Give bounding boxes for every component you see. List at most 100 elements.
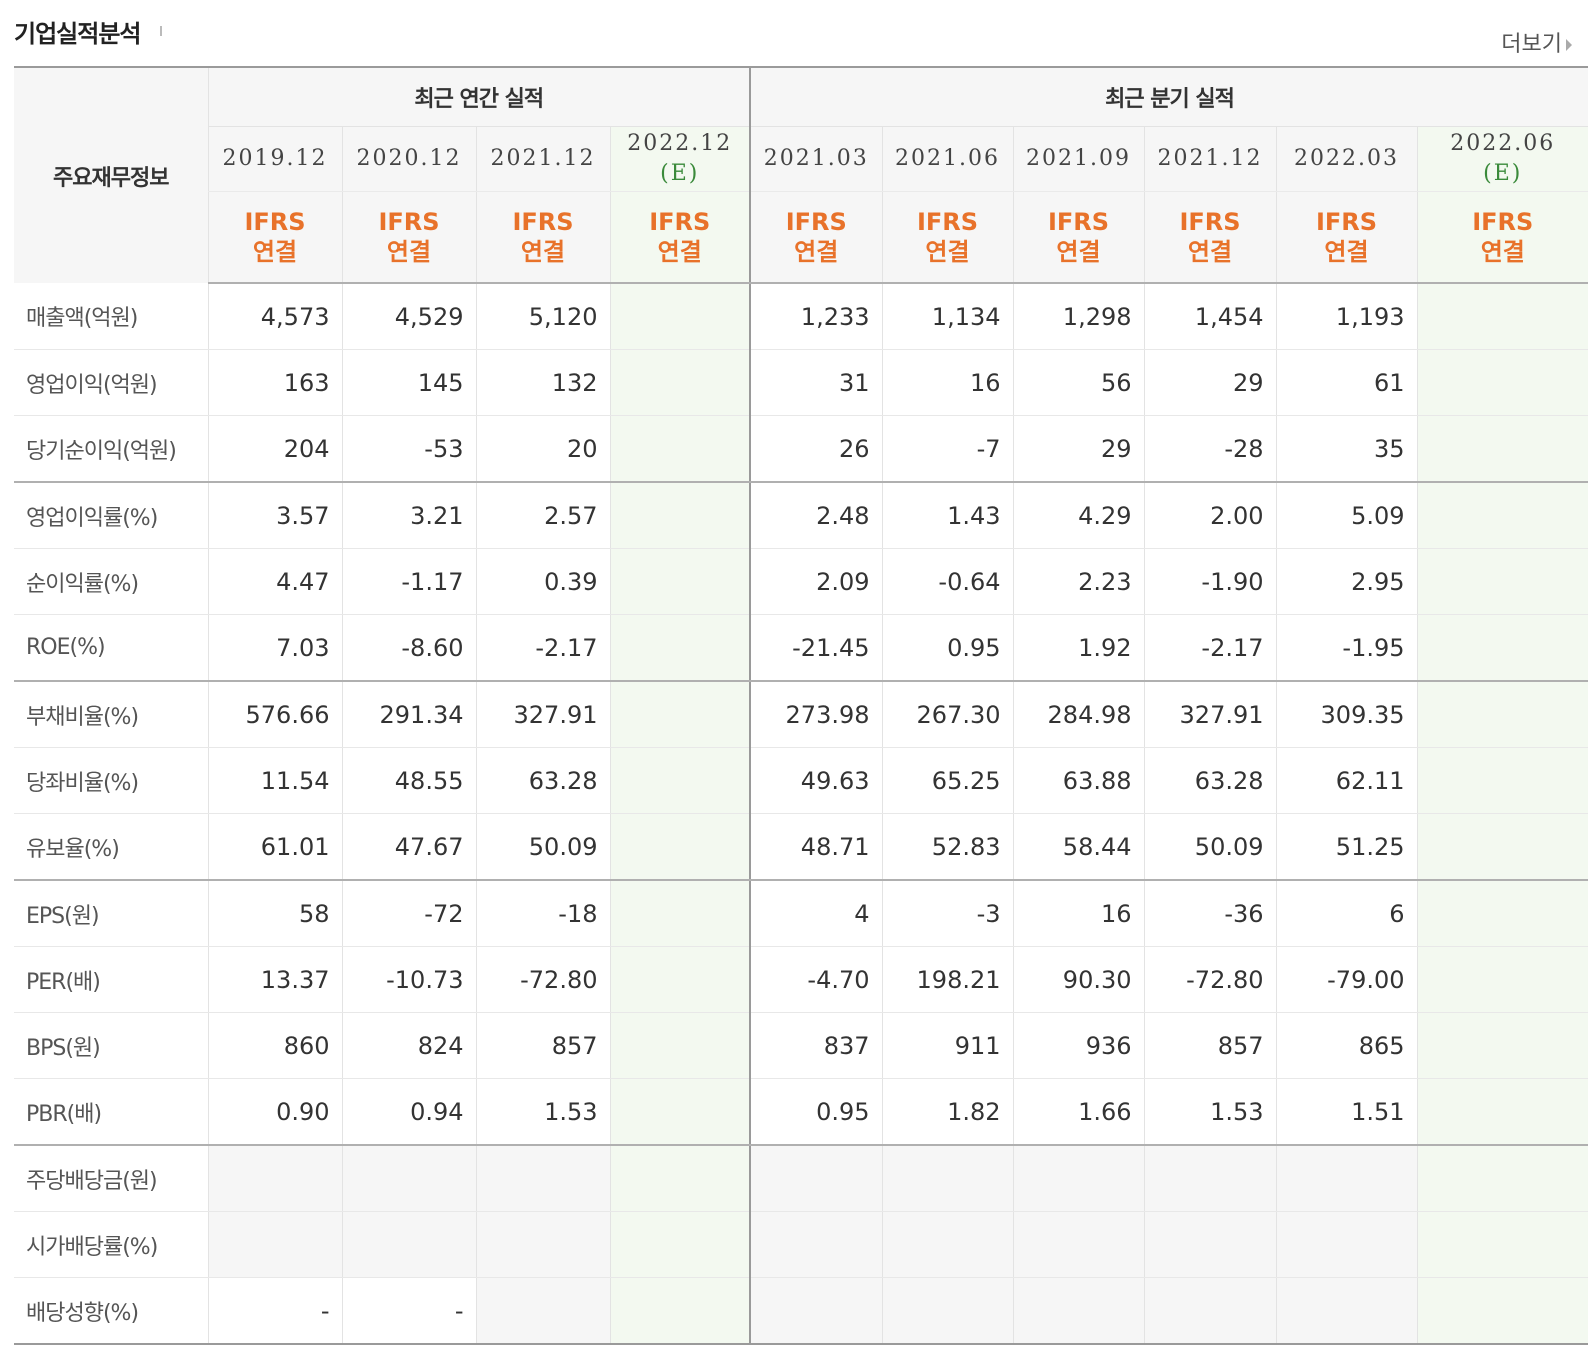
period-label: 2022.12 (627, 131, 733, 156)
table-cell: 48.55 (341, 747, 476, 814)
table-cell: 267.30 (881, 681, 1014, 748)
table-cell: 1.66 (1012, 1078, 1145, 1146)
table-cell (1143, 1145, 1277, 1212)
basis-header: IFRS 연결 (1012, 191, 1145, 284)
table-cell: 0.94 (341, 1078, 476, 1146)
table-cell (1275, 1277, 1418, 1345)
period-header: 2020.12 (341, 126, 476, 192)
period-label: 2020.12 (356, 146, 462, 171)
row-label: 유보율(%) (14, 813, 208, 881)
table-cell (881, 1277, 1014, 1345)
table-row: 당기순이익(억원) 204 -53 20 26 -7 29 -28 35 (14, 415, 1589, 483)
basis-standard: IFRS (512, 208, 574, 236)
basis-standard: IFRS (1315, 208, 1378, 236)
table-row: BPS(원) 860 824 857 837 911 936 857 865 (14, 1012, 1589, 1079)
table-cell (609, 747, 751, 814)
table-cell: 50.09 (475, 813, 610, 881)
period-label: 2021.09 (1026, 146, 1131, 171)
table-cell: 16 (1012, 880, 1145, 947)
table-cell (1416, 880, 1589, 947)
table-cell: 4,573 (207, 283, 342, 350)
table-cell: 1.51 (1275, 1078, 1418, 1146)
table-row: PER(배) 13.37 -10.73 -72.80 -4.70 198.21 90.30-… (14, 946, 1589, 1013)
table-row: 당좌비율(%) 11.54 48.55 63.28 49.63 65.25 63.88 63.… (14, 747, 1589, 814)
table-cell: 0.39 (475, 548, 610, 615)
table-cell: 29 (1143, 349, 1277, 416)
period-label: 2021.12 (490, 146, 596, 171)
basis-type: 연결 (1480, 238, 1525, 266)
table-cell: 26 (749, 415, 883, 483)
table-cell: 6 (1275, 880, 1418, 947)
table-cell (749, 1277, 883, 1345)
table-cell (609, 1277, 751, 1345)
table-cell (207, 1145, 342, 1212)
table-cell (1416, 1078, 1589, 1146)
table-cell (1012, 1211, 1145, 1278)
table-cell: 47.67 (341, 813, 476, 881)
table-cell (881, 1145, 1014, 1212)
table-cell: 1,454 (1143, 283, 1277, 350)
chevron-right-icon (1566, 39, 1572, 51)
basis-standard: IFRS (1179, 208, 1241, 236)
table-cell: 11.54 (207, 747, 342, 814)
table-cell: 51.25 (1275, 813, 1418, 881)
table-cell (341, 1145, 476, 1212)
row-label: 시가배당률(%) (14, 1211, 208, 1278)
table-cell: - (341, 1277, 476, 1345)
table-cell (1416, 283, 1589, 350)
basis-standard: IFRS (1047, 208, 1110, 236)
basis-header: IFRS 연결 (1416, 191, 1589, 284)
table-cell: 58 (207, 880, 342, 947)
row-label: 영업이익(억원) (14, 349, 208, 416)
table-cell: -10.73 (341, 946, 476, 1013)
table-cell (1416, 1012, 1589, 1079)
table-cell: 0.95 (881, 614, 1014, 682)
basis-type: 연결 (1056, 238, 1101, 266)
table-cell: 860 (207, 1012, 342, 1079)
table-cell: 5,120 (475, 283, 610, 350)
table-cell: 132 (475, 349, 610, 416)
basis-header: IFRS 연결 (609, 191, 751, 284)
table-cell: 63.88 (1012, 747, 1145, 814)
table-cell: -36 (1143, 880, 1277, 947)
table-cell: 273.98 (749, 681, 883, 748)
table-cell: 56 (1012, 349, 1145, 416)
table-cell (1416, 681, 1589, 748)
group-header-annual: 최근 연간 실적 (207, 67, 751, 127)
table-cell: -4.70 (749, 946, 883, 1013)
table-row: EPS(원) 58 -72 -18 4 -3 16 -36 6 (14, 880, 1589, 947)
table-cell: -72.80 (475, 946, 610, 1013)
table-row: 부채비율(%) 576.66 291.34 327.91 273.98 267.30 284… (14, 681, 1589, 748)
table-cell: 16 (881, 349, 1014, 416)
table-cell (609, 1078, 751, 1146)
table-cell: 911 (881, 1012, 1014, 1079)
row-label: 영업이익률(%) (14, 482, 208, 549)
table-cell (1012, 1277, 1145, 1345)
table-cell: 1.53 (475, 1078, 610, 1146)
table-cell: 63.28 (1143, 747, 1277, 814)
table-cell: 4.47 (207, 548, 342, 615)
period-header: 2021.12 (475, 126, 610, 192)
table-cell: -1.17 (341, 548, 476, 615)
table-cell: 61.01 (207, 813, 342, 881)
table-cell (1012, 1145, 1145, 1212)
table-cell: -2.17 (475, 614, 610, 682)
table-cell (1416, 614, 1589, 682)
table-cell: 1.53 (1143, 1078, 1277, 1146)
row-label: BPS(원) (14, 1012, 208, 1079)
table-cell: 2.48 (749, 482, 883, 549)
table-cell (881, 1211, 1014, 1278)
table-cell (1416, 482, 1589, 549)
table-cell: 284.98 (1012, 681, 1145, 748)
table-cell: 163 (207, 349, 342, 416)
table-cell: -3 (881, 880, 1014, 947)
table-cell: 936 (1012, 1012, 1145, 1079)
row-label: EPS(원) (14, 880, 208, 947)
table-cell (1416, 1211, 1589, 1278)
table-cell: 48.71 (749, 813, 883, 881)
table-cell (609, 681, 751, 748)
table-cell: -28 (1143, 415, 1277, 483)
more-link[interactable]: 더보기 (1501, 26, 1572, 58)
table-cell (475, 1211, 610, 1278)
period-label: 2021.12 (1157, 146, 1263, 171)
